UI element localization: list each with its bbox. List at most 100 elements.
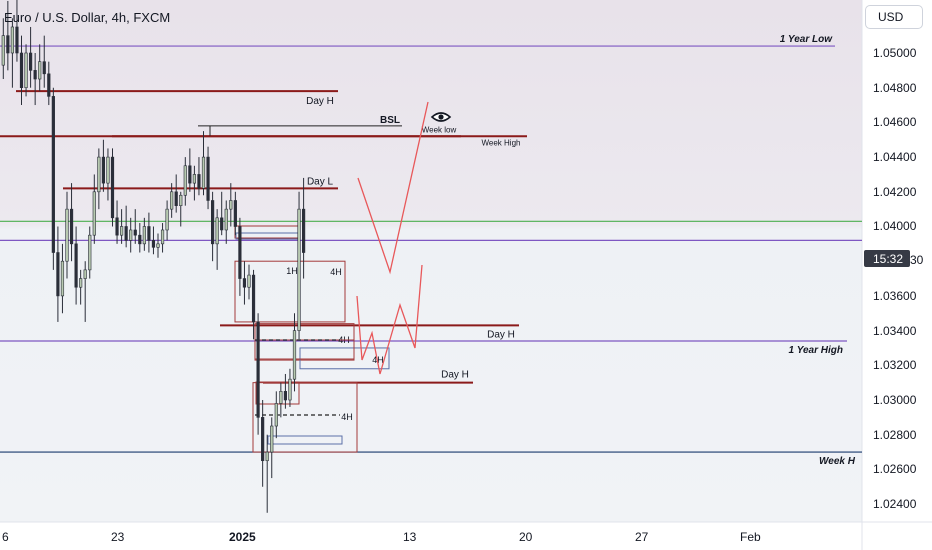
candle-body: [233, 200, 237, 227]
candle-body: [110, 156, 115, 219]
price-tick-label: 1.04200: [873, 185, 917, 199]
candle-body: [215, 217, 219, 245]
currency-button[interactable]: USD: [865, 5, 923, 29]
candle-body: [24, 52, 28, 89]
candle-body: [301, 208, 306, 253]
candle-body: [83, 269, 87, 279]
candle-body: [19, 52, 24, 89]
candle-body: [238, 226, 242, 279]
projection-paths: [356, 101, 429, 375]
candle-body: [6, 35, 10, 54]
level-label: 1 Year Low: [780, 34, 833, 45]
time-tick-label: 6: [2, 530, 9, 544]
candle-body: [120, 226, 124, 236]
time-tick-label: 27: [635, 530, 649, 544]
candle-body: [297, 208, 301, 331]
price-tick-label: 1.05000: [873, 46, 917, 60]
price-axis: 1.05000 1.04800 1.04600 1.04400 1.04200 …: [864, 46, 924, 511]
candle-body: [283, 391, 288, 401]
box-label: 4H: [330, 267, 342, 277]
candle-body: [274, 403, 278, 427]
box-label: 1H: [286, 266, 298, 276]
candle-body: [138, 234, 142, 245]
candle-body: [60, 260, 65, 297]
candle-body: [133, 229, 137, 236]
candle-body: [51, 96, 55, 253]
candle-body: [10, 26, 15, 54]
eye-icon[interactable]: [430, 112, 452, 122]
candle-body: [261, 417, 265, 462]
price-tick-label: 1.03200: [873, 358, 917, 372]
candle-body: [79, 278, 83, 288]
candle-body: [201, 156, 206, 189]
candle-body: [88, 234, 92, 271]
order-block-box[interactable]: [299, 347, 390, 370]
price-tick-label: 1.02600: [873, 462, 917, 476]
fvg-box[interactable]: [267, 435, 343, 445]
candle-body: [279, 391, 283, 404]
price-tick-label: 1.04600: [873, 115, 917, 129]
time-tick-label: 13: [403, 530, 417, 544]
time-tick-label: Feb: [740, 530, 761, 544]
time-axis: 6 23 2025 13 20 27 Feb: [2, 530, 761, 544]
time-tick-label: 23: [111, 530, 125, 544]
level-label: Day H: [306, 96, 334, 107]
candle-body: [188, 165, 192, 184]
price-tick-label: 1.03600: [873, 289, 917, 303]
candle-body: [147, 226, 151, 241]
candle-body: [151, 240, 156, 248]
candle-body: [15, 26, 19, 54]
order-block-box[interactable]: [234, 260, 346, 323]
candle-body: [270, 425, 274, 453]
level-lines: 1 Year Low Day H BSL Week low Week High Day L…: [0, 34, 862, 467]
price-tick-label: 1.03400: [873, 324, 917, 338]
plot-area[interactable]: [0, 0, 862, 522]
candle-body: [247, 274, 251, 288]
candle-body: [256, 321, 260, 418]
candle-body: [65, 208, 69, 262]
level-label: BSL: [380, 115, 400, 126]
candle-body: [251, 274, 256, 323]
time-axis-area[interactable]: [0, 522, 932, 550]
candle-body: [101, 156, 105, 184]
price-tick-label: 1.02800: [873, 428, 917, 442]
price-tick-label: 1.04800: [873, 81, 917, 95]
projection-path[interactable]: [356, 264, 423, 375]
candle-body: [106, 156, 110, 184]
candle-body: [192, 174, 197, 184]
current-time-label: 15:32: [873, 252, 903, 266]
candle-body: [97, 156, 101, 193]
candle-body: [174, 191, 178, 206]
level-label: Day H: [487, 329, 515, 340]
candle-body: [224, 208, 228, 231]
candle-body: [211, 200, 215, 245]
candle-body: [47, 73, 51, 97]
level-label: Week H: [819, 456, 856, 467]
candle-body: [229, 200, 233, 210]
level-label: Week low: [422, 125, 457, 134]
candle-body: [69, 208, 74, 245]
candle-body: [179, 194, 183, 206]
candle-body: [242, 278, 247, 288]
level-label: Week High: [482, 138, 521, 147]
candle-body: [160, 229, 165, 245]
level-label: Day L: [307, 176, 334, 187]
candle-body: [1, 35, 5, 66]
time-tick-label-year: 2025: [229, 530, 256, 544]
candle-body: [165, 208, 169, 231]
candle-body: [206, 156, 210, 201]
box-label: 4H: [341, 412, 353, 422]
price-tick-label: 1.03000: [873, 393, 917, 407]
candle-body: [92, 191, 96, 236]
level-label: Day H: [441, 370, 469, 381]
projection-path[interactable]: [357, 101, 429, 275]
time-tick-label: 20: [519, 530, 533, 544]
chart-title: Euro / U.S. Dollar, 4h, FXCM: [4, 10, 171, 25]
candle-body: [170, 191, 174, 210]
current-time-badge[interactable]: [864, 250, 910, 267]
candle-body: [142, 226, 146, 245]
order-block-box[interactable]: [252, 382, 358, 453]
candle-body: [124, 226, 128, 241]
level-label: 1 Year High: [789, 345, 843, 356]
